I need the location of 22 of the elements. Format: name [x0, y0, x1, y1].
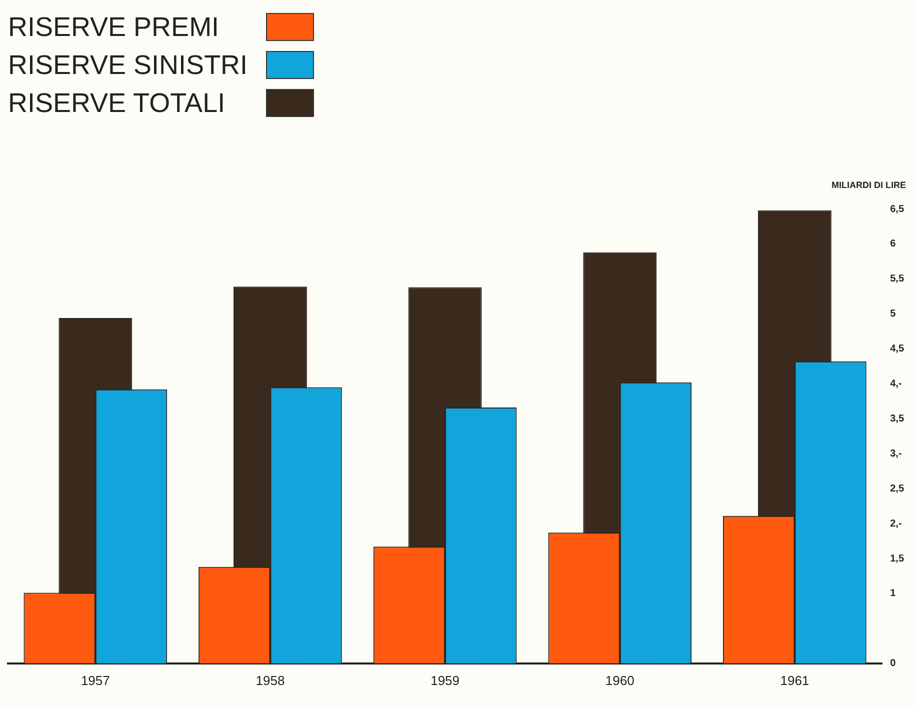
- x-tick-label: 1961: [780, 672, 810, 688]
- y-tick-label: 3,5: [890, 413, 904, 424]
- y-tick-label: 6,5: [890, 204, 904, 215]
- x-tick-label: 1959: [430, 672, 460, 688]
- x-tick-label: 1958: [256, 672, 285, 688]
- y-tick-label: 1: [890, 588, 896, 600]
- y-tick-label: 3,-: [890, 448, 902, 460]
- legend-label: RISERVE SINISTRI: [8, 50, 249, 80]
- x-tick-label: 1960: [605, 672, 634, 688]
- legend-label: RISERVE PREMI: [8, 12, 220, 42]
- y-tick-label: 2,5: [890, 483, 904, 494]
- y-tick-label: 5,5: [890, 274, 904, 285]
- y-tick-label: 1,5: [890, 553, 904, 564]
- y-tick-label: 4,5: [890, 344, 904, 355]
- x-tick-label: 1957: [80, 672, 110, 688]
- y-tick-label: 4,-: [890, 378, 902, 390]
- y-tick-label: 5: [890, 308, 896, 320]
- y-axis-title: MILIARDI DI LIRE: [832, 180, 906, 190]
- legend-label: RISERVE TOTALI: [8, 88, 226, 118]
- y-tick-label: 2,-: [890, 518, 902, 530]
- y-tick-label: 6: [890, 238, 896, 250]
- y-tick-label: 0: [890, 658, 896, 670]
